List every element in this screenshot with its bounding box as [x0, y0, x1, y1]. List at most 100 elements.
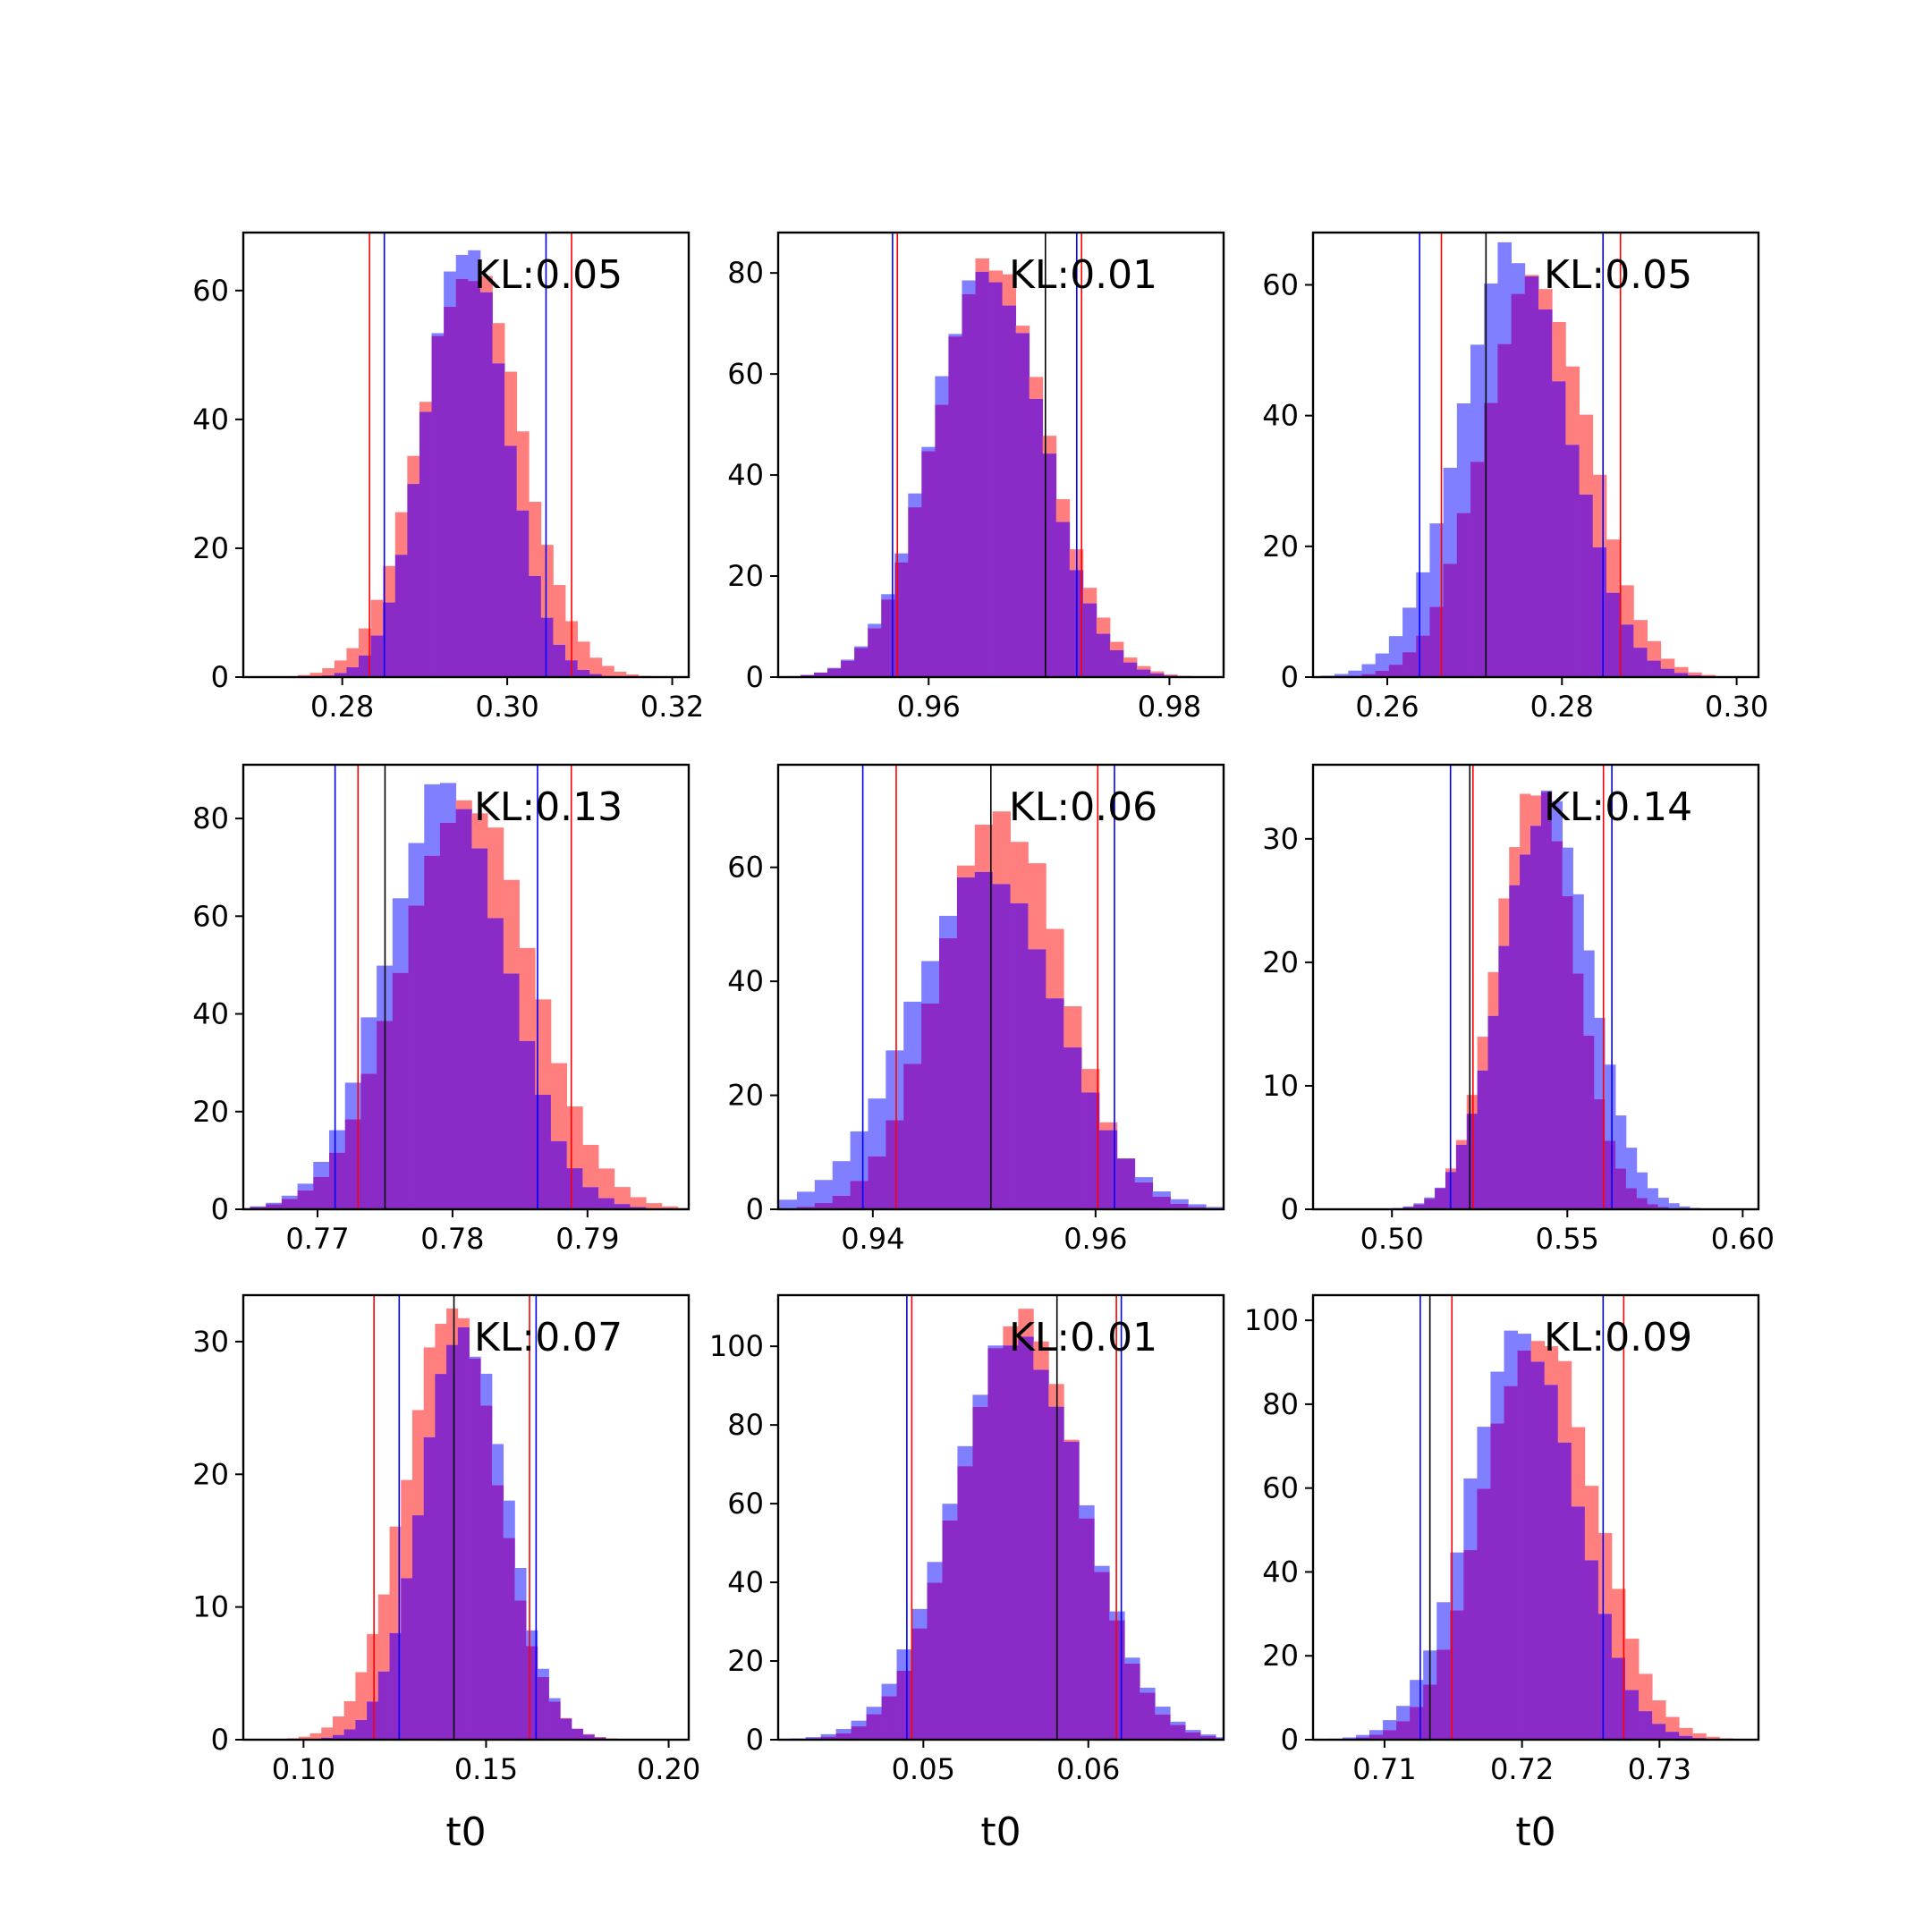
- red-bar-29: [594, 1737, 606, 1738]
- overlap-bar-11: [927, 1582, 943, 1740]
- overlap-bar-19: [1557, 1442, 1572, 1740]
- red-bar-17: [457, 1318, 470, 1327]
- red-bar-23: [1611, 1589, 1626, 1658]
- subplot-7: 0.10 0.15 0.20 0 10 20 30 KL:0.07 t0: [192, 1293, 700, 1855]
- red-bar-28: [1674, 666, 1689, 674]
- overlap-bar-21: [1583, 1035, 1595, 1209]
- blue-bar-17: [468, 250, 481, 282]
- overlap-bar-14: [431, 335, 445, 677]
- overlap-bar-12: [1463, 1550, 1478, 1740]
- interval-lines: [373, 1295, 538, 1740]
- y-tick-label: 80: [1262, 1387, 1299, 1421]
- red-bar-21: [1579, 414, 1594, 495]
- red-bar-7: [346, 648, 360, 668]
- red-bar-21: [519, 947, 536, 1041]
- overlap-bar-21: [1063, 1047, 1082, 1209]
- y-ticks: 0 20 40 60 80 100: [709, 1329, 778, 1757]
- y-tick-label: 60: [1262, 267, 1299, 301]
- overlap-bar-28: [1657, 1207, 1669, 1209]
- overlap-bar-17: [1540, 792, 1553, 1209]
- overlap-bar-8: [881, 1696, 897, 1740]
- red-bar-18: [1544, 1346, 1559, 1385]
- overlap-bar-15: [956, 877, 976, 1209]
- interval-lines: [892, 233, 1082, 677]
- overlap-bar-24: [1082, 603, 1097, 677]
- blue-bar-14: [408, 843, 425, 906]
- x-axis-title: t0: [445, 1809, 486, 1855]
- x-ticks: 0.05 0.06: [892, 1740, 1120, 1786]
- x-tick-label: 0.79: [555, 1222, 619, 1256]
- y-tick-label: 80: [727, 1408, 764, 1442]
- blue-bar-4: [1402, 1206, 1414, 1208]
- blue-bar-23: [1605, 1064, 1616, 1141]
- overlap-bar-9: [850, 1181, 869, 1209]
- interval-lines: [861, 765, 1115, 1209]
- overlap-bar-23: [1605, 1140, 1616, 1209]
- overlap-bar-15: [424, 855, 441, 1209]
- blue-bar-4: [1348, 670, 1362, 676]
- blue-bar-5: [835, 1729, 852, 1733]
- overlap-bar-19: [1028, 949, 1046, 1209]
- red-bar-20: [504, 371, 518, 446]
- blue-bar-16: [1517, 1334, 1532, 1351]
- interval-lines: [334, 765, 572, 1209]
- red-bar-28: [1137, 665, 1151, 670]
- subplot-5: 0.94 0.96 0 20 40 60 KL:0.06: [727, 763, 1225, 1256]
- red-bar-22: [1597, 1532, 1613, 1614]
- overlap-bar-15: [1504, 1385, 1518, 1740]
- x-ticks: 0.71 0.72 0.73: [1352, 1740, 1691, 1786]
- x-tick-label: 0.60: [1711, 1222, 1775, 1256]
- overlap-bar-25: [1625, 1188, 1638, 1209]
- overlap-bar-10: [344, 1119, 361, 1209]
- overlap-bar-20: [491, 1485, 504, 1740]
- red-bar-25: [582, 1144, 599, 1188]
- overlap-bar-6: [851, 1726, 867, 1740]
- overlap-bar-25: [582, 1187, 599, 1209]
- kl-annotation: KL:0.13: [474, 784, 623, 830]
- overlap-bar-9: [367, 1701, 379, 1740]
- overlap-bar-10: [1429, 606, 1445, 677]
- y-tick-label: 20: [1262, 530, 1299, 564]
- overlap-bar-22: [1081, 1092, 1100, 1209]
- overlap-bar-15: [1520, 854, 1531, 1209]
- overlap-bar-11: [389, 1632, 402, 1740]
- overlap-bar-10: [377, 1671, 390, 1740]
- overlap-bar-4: [1355, 1737, 1370, 1740]
- x-axis-title: t0: [1515, 1809, 1555, 1855]
- y-tick-label: 40: [727, 1565, 764, 1599]
- overlap-bar-26: [1652, 1724, 1666, 1740]
- overlap-bar-15: [962, 293, 976, 677]
- blue-bar-8: [881, 1683, 897, 1697]
- blue-bar-12: [1463, 1478, 1478, 1551]
- overlap-bar-8: [355, 1719, 368, 1740]
- blue-bar-20: [1572, 894, 1584, 974]
- overlap-bar-22: [1592, 547, 1607, 677]
- overlap-bar-25: [1140, 1692, 1156, 1740]
- blue-bar-29: [1206, 1207, 1224, 1208]
- red-bar-17: [1524, 275, 1539, 277]
- x-tick-label: 0.15: [454, 1752, 518, 1786]
- x-ticks: 0.28 0.30 0.32: [310, 677, 704, 724]
- red-bar-8: [359, 628, 371, 656]
- y-tick-label: 30: [1262, 822, 1299, 856]
- y-tick-label: 100: [709, 1329, 764, 1363]
- red-bar-29: [1688, 672, 1702, 675]
- overlap-bar-8: [832, 1195, 851, 1209]
- red-bar-18: [1033, 1341, 1049, 1370]
- red-bar-20: [503, 879, 520, 974]
- red-bar-27: [1665, 1716, 1680, 1733]
- overlap-bar-17: [468, 281, 481, 677]
- interval-lines: [369, 233, 572, 677]
- blue-bar-30: [1216, 1737, 1224, 1739]
- overlap-bar-6: [1375, 670, 1390, 677]
- y-tick-label: 20: [1262, 945, 1299, 979]
- overlap-bar-22: [529, 575, 542, 677]
- blue-bar-22: [514, 1567, 527, 1601]
- x-tick-label: 0.73: [1628, 1752, 1691, 1786]
- red-bar-9: [367, 1633, 379, 1702]
- overlap-bar-14: [423, 1436, 436, 1740]
- y-tick-label: 60: [1262, 1471, 1299, 1505]
- red-bar-29: [614, 671, 627, 677]
- overlap-bar-25: [1134, 1182, 1154, 1209]
- overlap-bar-17: [1018, 1336, 1034, 1740]
